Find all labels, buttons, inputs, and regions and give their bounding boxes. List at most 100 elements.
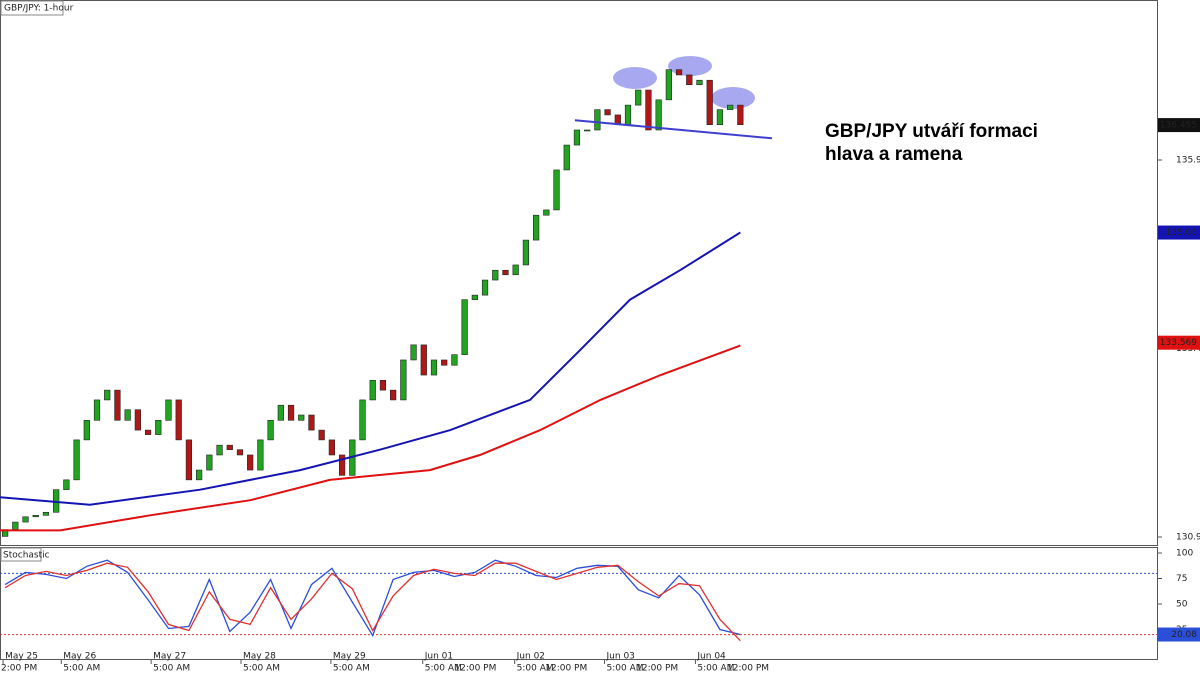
candle-body (144, 429, 152, 435)
price-tag-label: 20.08 (1171, 630, 1197, 640)
candle-body (696, 79, 703, 86)
candle-body (553, 169, 560, 211)
candle-body (308, 414, 315, 431)
x-tick-label: 5:00 AM (425, 664, 462, 674)
candle-body (604, 109, 611, 116)
shoulder-marker (711, 87, 755, 109)
x-tick-label: Jun 04 (696, 652, 726, 662)
candle-body (390, 389, 397, 401)
annotation: GBP/JPY utváří formaci (825, 121, 1038, 142)
moving-average (0, 231, 741, 506)
candle-body (369, 380, 376, 401)
candle-body (665, 69, 672, 101)
x-tick-label: 12:00 PM (545, 664, 587, 674)
price-tag (1158, 335, 1200, 350)
shoulder-marker (613, 67, 657, 89)
candle-body (32, 514, 39, 518)
x-tick-label: Jun 02 (516, 652, 545, 662)
y-tick-label: 50 (1176, 600, 1188, 610)
price-tag (1158, 627, 1200, 642)
candle-body (492, 269, 499, 281)
candle-body (83, 419, 90, 441)
head-marker (668, 56, 712, 76)
moving-average (0, 344, 741, 532)
x-tick-label: 12:00 PM (454, 664, 496, 674)
candle-body (471, 294, 478, 300)
candle-body (73, 439, 80, 481)
candle-body (563, 144, 570, 171)
candle-body (338, 454, 346, 476)
x-tick-label: Jun 01 (424, 652, 453, 662)
candle-body (502, 269, 509, 276)
candle-body (430, 359, 438, 376)
chart-title: GBP/JPY: 1-hour (4, 4, 74, 14)
price-tag-label: 135.03 (1166, 228, 1198, 238)
candle-body (727, 104, 734, 110)
candle-body (573, 129, 581, 146)
candle-body (379, 380, 387, 391)
candle-body (522, 239, 530, 266)
candle-body (533, 214, 540, 241)
x-tick-label: 5:00 AM (517, 664, 554, 674)
stoch-line (4, 559, 741, 638)
candle-body (165, 399, 172, 421)
x-tick-label: Jun 03 (606, 652, 635, 662)
candle-body (461, 299, 468, 355)
candle-body (441, 359, 448, 366)
x-tick-label: 5:00 AM (607, 664, 644, 674)
candle-body (420, 344, 427, 376)
y-tick-label: 75 (1176, 574, 1187, 584)
y-tick-label: 130.992 (1176, 533, 1200, 543)
candle-body (512, 264, 519, 276)
candle-body (645, 89, 652, 131)
candle-body (175, 399, 182, 441)
stoch-title-box (0, 547, 42, 562)
candle-body (706, 79, 713, 126)
candle-body (624, 104, 632, 126)
candle-body (257, 439, 264, 471)
x-tick-label: 12:00 PM (727, 664, 769, 674)
candle-body (155, 419, 162, 435)
candle-body (134, 409, 141, 431)
y-tick-label: 100 (1176, 549, 1193, 559)
candle-body (93, 399, 101, 421)
candle-body (543, 209, 550, 216)
candle-body (104, 389, 111, 401)
candle-body (206, 454, 213, 471)
candle-body (481, 279, 489, 296)
neckline (574, 119, 773, 140)
candle-body (114, 389, 121, 421)
x-tick-label: 5:00 AM (243, 664, 280, 674)
candle-body (400, 359, 407, 401)
candle-body (328, 439, 335, 456)
x-tick-label: May 26 (63, 652, 96, 662)
price-tag-label: 133.569 (1160, 338, 1197, 348)
x-tick-label: 5:00 AM (333, 664, 370, 674)
price-tag (1158, 225, 1200, 240)
x-tick-label: May 27 (153, 652, 186, 662)
candle-body (716, 109, 724, 126)
stoch-line (4, 562, 741, 642)
candle-body (267, 419, 274, 441)
candle-body (185, 439, 193, 481)
title-box (0, 0, 64, 16)
stoch-panel (0, 547, 1158, 660)
candle-body (226, 444, 233, 450)
candle-body (236, 449, 244, 456)
main-panel (0, 0, 1158, 546)
x-tick-label: 2:00 PM (1, 664, 37, 674)
x-tick-label: 5:00 AM (63, 664, 100, 674)
candle-body (451, 354, 458, 366)
candle-body (675, 69, 683, 76)
candle-body (584, 129, 591, 132)
candle-body (318, 429, 325, 441)
y-tick-label: 135.992 (1176, 156, 1200, 166)
candle-body (410, 344, 417, 361)
stoch-title: Stochastic (3, 551, 50, 561)
x-tick-label: 5:00 AM (697, 664, 734, 674)
candle-body (655, 99, 662, 131)
candle-body (277, 404, 284, 421)
candle-body (63, 479, 70, 490)
candle-body (287, 404, 295, 421)
